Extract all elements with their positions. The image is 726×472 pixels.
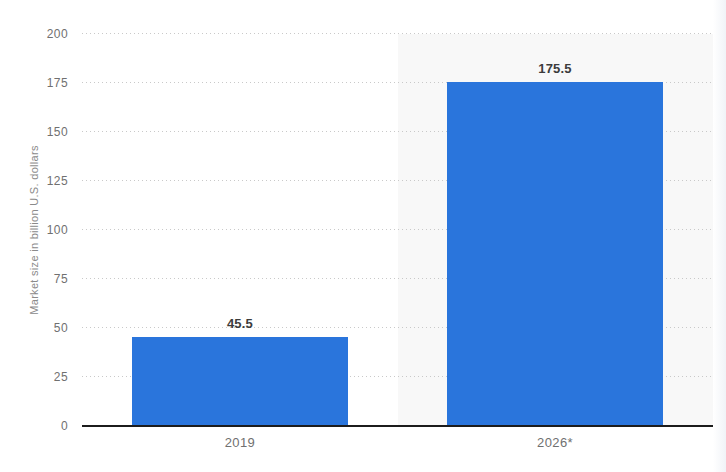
x-tick-label: 2026* bbox=[475, 435, 635, 451]
bar-chart: 025507510012515017520045.52019175.52026*… bbox=[0, 0, 726, 472]
y-tick-label: 25 bbox=[0, 369, 68, 385]
y-axis-title: Market size in billion U.S. dollars bbox=[28, 145, 40, 314]
labels-layer: 025507510012515017520045.52019175.52026* bbox=[0, 0, 726, 472]
x-tick-label: 2019 bbox=[160, 435, 320, 451]
y-tick-label: 150 bbox=[0, 124, 68, 140]
value-label: 45.5 bbox=[170, 316, 310, 331]
y-tick-label: 50 bbox=[0, 320, 68, 336]
value-label: 175.5 bbox=[485, 61, 625, 76]
y-tick-label: 175 bbox=[0, 75, 68, 91]
y-tick-label: 0 bbox=[0, 418, 68, 434]
y-tick-label: 200 bbox=[0, 26, 68, 42]
